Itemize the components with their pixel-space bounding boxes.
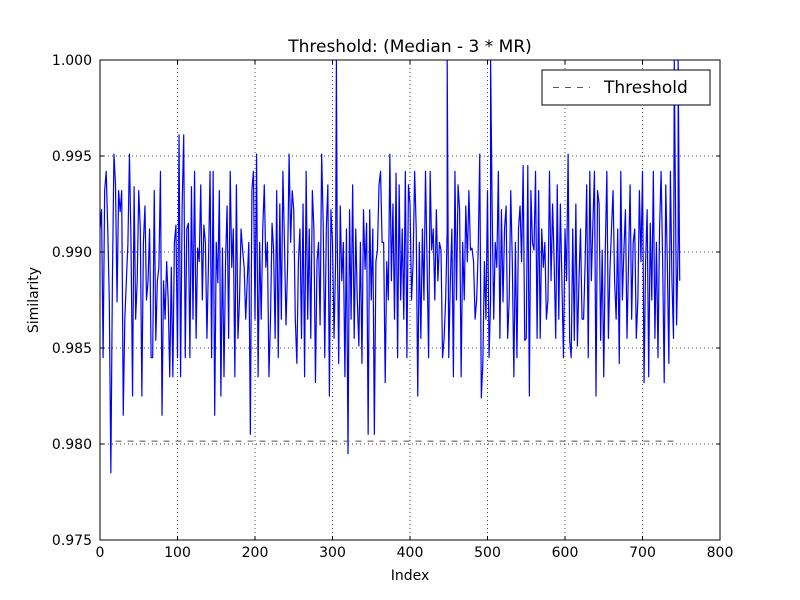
x-tick-label: 300 (319, 545, 346, 561)
y-tick-label: 0.975 (52, 533, 92, 549)
x-tick-label: 400 (397, 545, 424, 561)
chart-title: Threshold: (Median - 3 * MR) (287, 37, 532, 57)
y-axis-label: Similarity (26, 267, 42, 333)
series-group (100, 60, 681, 474)
grid-lines (100, 60, 720, 540)
y-tick-label: 1.000 (52, 53, 92, 69)
x-tick-label: 100 (164, 545, 191, 561)
x-tick-label: 600 (552, 545, 579, 561)
y-tick-label: 0.980 (52, 437, 92, 453)
similarity-series-line (100, 60, 681, 474)
x-tick-label: 200 (242, 545, 269, 561)
x-tick-label: 700 (629, 545, 656, 561)
legend: Threshold (541, 69, 711, 106)
y-tick-label: 0.995 (52, 149, 92, 165)
x-tick-label: 0 (96, 545, 105, 561)
x-tick-label: 800 (707, 545, 734, 561)
x-tick-label: 500 (474, 545, 501, 561)
y-tick-label: 0.990 (52, 245, 92, 261)
tick-group: 0 100 200 300 400 500 600 700 800 0.975 0.980 0.985… (52, 53, 733, 561)
y-tick-label: 0.985 (52, 341, 92, 357)
legend-threshold-label: Threshold (603, 78, 688, 98)
x-axis-label: Index (391, 568, 430, 584)
